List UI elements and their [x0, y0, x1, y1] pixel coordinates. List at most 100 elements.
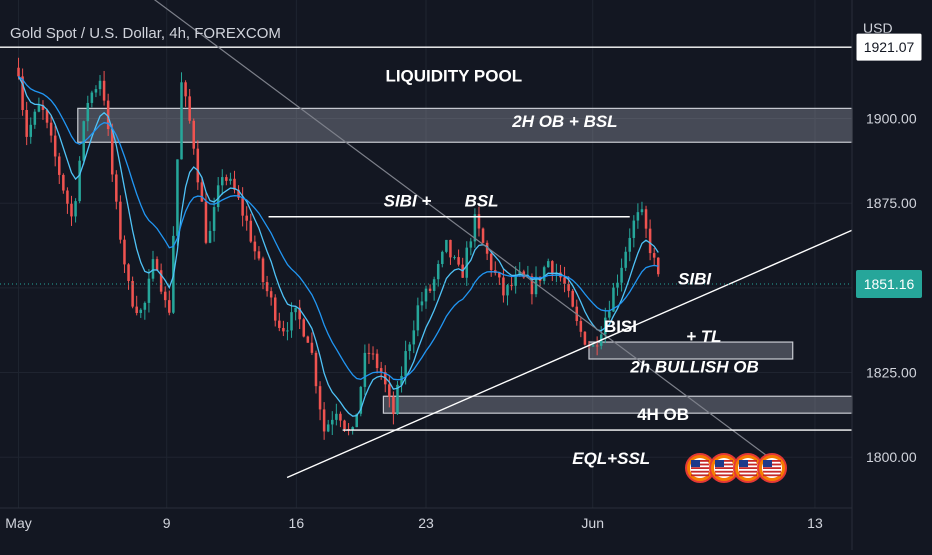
bear-candle [388, 384, 391, 397]
bull-candle [408, 344, 411, 352]
bear-candle [184, 82, 187, 97]
bear-candle [25, 110, 28, 137]
bear-candle [567, 283, 570, 291]
zone-2h-bullish-ob [588, 341, 794, 360]
bull-candle [432, 279, 436, 291]
bear-candle [428, 288, 432, 291]
bull-candle [286, 330, 289, 332]
bull-candle [94, 89, 98, 93]
drawn-lines [0, 0, 853, 479]
bear-candle [253, 241, 257, 252]
bear-candle [367, 352, 371, 354]
date-tick-label: 13 [807, 515, 823, 531]
bear-candle [17, 67, 20, 77]
bear-candle [200, 182, 204, 202]
bull-candle [74, 201, 77, 217]
bear-candle [102, 80, 106, 101]
bear-candle [502, 277, 505, 296]
bull-candle [220, 177, 224, 186]
bear-candle [571, 290, 574, 307]
bear-candle [583, 331, 587, 345]
bull-candle [90, 92, 94, 103]
axes: USD 1800.001825.001850.001875.001900.00M… [0, 0, 917, 550]
bull-candle [363, 352, 367, 387]
bull-candle [445, 239, 448, 252]
bull-candle [416, 305, 420, 331]
bear-candle [66, 190, 69, 204]
bear-candle [375, 353, 379, 369]
bull-candle [147, 278, 151, 303]
bear-candle [302, 319, 306, 337]
bear-candle [273, 297, 277, 321]
date-tick-label: 23 [418, 515, 434, 531]
bull-candle [335, 413, 338, 420]
bear-candle [204, 201, 208, 243]
bull-candle [78, 160, 81, 202]
bear-candle [62, 174, 65, 191]
bear-candle [648, 228, 652, 254]
bull-candle [143, 302, 147, 310]
bull-candle [514, 274, 517, 286]
label-bsl: BSL [465, 192, 499, 211]
bear-candle [343, 420, 346, 430]
bull-candle [624, 251, 627, 268]
flag-icon [685, 453, 715, 483]
bear-candle [298, 307, 301, 320]
annotation-labels: LIQUIDITY POOL 2H OB + BSL SIBI + BSL SIBI BI… [384, 66, 759, 468]
bull-candle [628, 237, 632, 252]
bear-candle [652, 253, 656, 258]
label-2h-ob-bsl: 2H OB + BSL [511, 112, 617, 131]
bear-candle [135, 306, 138, 313]
bull-candle [216, 185, 220, 208]
bear-candle [233, 178, 236, 190]
bear-candle [119, 201, 122, 240]
bear-candle [314, 352, 318, 387]
label-plus-tl: + TL [686, 327, 721, 346]
bull-candle [518, 271, 521, 275]
bull-candle [632, 220, 636, 238]
descending-trendline [153, 0, 779, 465]
bull-candle [469, 241, 473, 248]
bull-candle [331, 419, 334, 425]
chart-title: Gold Spot / U.S. Dollar, 4h, FOREXCOM [10, 25, 281, 42]
bear-candle [265, 282, 269, 292]
price-tick-label: 1825.00 [866, 365, 917, 381]
bear-candle [225, 177, 228, 181]
bull-candle [294, 307, 297, 313]
bear-candle [106, 100, 110, 130]
bull-candle [420, 301, 424, 306]
bear-candle [241, 197, 244, 216]
currency-label: USD [863, 20, 893, 36]
bull-candle [608, 311, 611, 318]
bull-candle [612, 287, 615, 312]
bear-candle [58, 156, 61, 175]
bull-candle [453, 257, 456, 259]
bear-candle [310, 342, 314, 353]
bear-candle [282, 327, 285, 332]
bear-candle [481, 228, 485, 243]
bull-candle [151, 259, 155, 279]
bull-candle [290, 312, 293, 331]
bull-candle [229, 178, 232, 181]
bear-candle [53, 135, 57, 157]
bull-candle [351, 427, 354, 431]
bear-candle [278, 320, 281, 328]
bear-candle [115, 174, 118, 202]
bear-candle [168, 300, 171, 313]
bear-candle [123, 239, 126, 265]
label-bisi: BISI [604, 317, 637, 336]
bull-candle [424, 288, 428, 302]
ascending-trendline [286, 229, 853, 479]
bull-candle [546, 261, 550, 268]
bull-candle [526, 276, 530, 278]
bear-candle [131, 280, 134, 307]
flag-icon [733, 453, 763, 483]
date-tick-label: 16 [289, 515, 305, 531]
bull-candle [98, 80, 102, 90]
bear-candle [379, 368, 383, 373]
bull-candle [604, 317, 607, 335]
bear-candle [192, 120, 196, 149]
flag-icons[interactable] [685, 453, 787, 483]
